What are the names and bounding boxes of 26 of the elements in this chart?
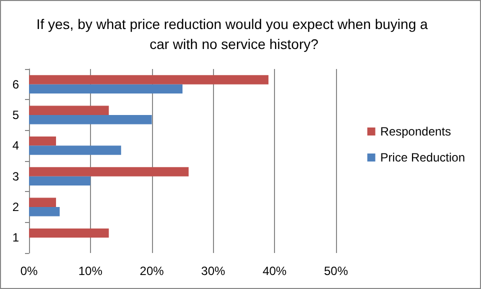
- x-tick-label: 30%: [201, 264, 226, 278]
- bar: [29, 228, 109, 238]
- bar: [29, 106, 109, 115]
- y-tick-label: 1: [12, 230, 20, 245]
- y-tick-label: 6: [12, 77, 20, 92]
- x-tick-label: 20%: [140, 264, 164, 278]
- bar: [29, 167, 189, 176]
- bar: [29, 198, 56, 207]
- bar: [29, 176, 90, 186]
- bar: [29, 75, 268, 84]
- y-tick-label: 2: [12, 200, 20, 214]
- y-tick-label: 5: [12, 108, 20, 122]
- legend-label: Respondents: [380, 124, 452, 138]
- x-tick-label: 40%: [262, 264, 287, 278]
- bar: [29, 115, 152, 124]
- bar: [29, 84, 182, 94]
- legend-label: Price Reduction: [380, 150, 466, 164]
- chart-title: If yes, by what price reduction would you expect when buying a car with no service history?: [36, 16, 432, 52]
- x-tick-label: 10%: [78, 264, 103, 278]
- y-tick-label: 4: [12, 138, 20, 153]
- bar: [29, 136, 56, 146]
- y-tick-label: 3: [12, 169, 20, 184]
- x-tick-label: 50%: [324, 264, 348, 278]
- x-tick-label: 0%: [20, 264, 38, 278]
- bar: [29, 146, 122, 155]
- bar: [29, 207, 60, 216]
